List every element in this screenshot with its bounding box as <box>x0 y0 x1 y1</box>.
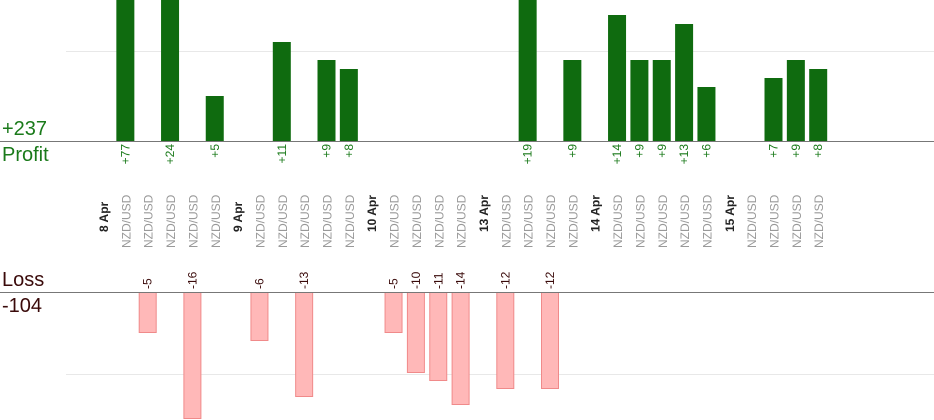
profit-bar <box>608 15 627 141</box>
loss-bar <box>183 292 202 419</box>
date-label: 15 Apr <box>723 195 737 232</box>
profit-value-label: +9 <box>655 144 669 158</box>
loss-bars <box>138 292 559 419</box>
profit-value-labels: +77 +24 +5 +11 +9 +8 +19 +9 +14 +9 +9 +13 +6 +7 +9 +8 <box>118 144 825 165</box>
loss-bar <box>295 292 314 397</box>
profit-value-label: +13 <box>677 144 691 165</box>
loss-total: -104 <box>2 295 43 317</box>
loss-value-labels: -5 -16 -6 -13 -5 -10 -11 -14 -12 -12 <box>141 271 557 289</box>
profit-bar <box>116 0 135 141</box>
profit-label: Profit <box>2 144 49 166</box>
pair-label: NZD/USD <box>611 194 625 248</box>
date-label: 8 Apr <box>97 201 111 232</box>
pair-label: NZD/USD <box>455 194 469 248</box>
pair-label: NZD/USD <box>276 194 290 248</box>
profit-bar <box>809 69 828 141</box>
profit-bar <box>764 78 783 141</box>
profit-bar <box>652 60 671 141</box>
loss-bar <box>250 292 269 341</box>
pair-label: NZD/USD <box>499 194 513 248</box>
date-labels: 8 Apr 9 Apr 10 Apr 13 Apr 14 Apr 15 Apr <box>97 195 737 232</box>
profit-value-label: +8 <box>342 144 356 158</box>
pair-label: NZD/USD <box>119 194 133 248</box>
pair-label: NZD/USD <box>186 194 200 248</box>
date-label: 13 Apr <box>477 195 491 232</box>
date-label: 10 Apr <box>365 195 379 232</box>
profit-value-label: +6 <box>699 144 713 158</box>
pair-label: NZD/USD <box>298 194 312 248</box>
profit-value-label: +77 <box>118 144 132 165</box>
pair-label: NZD/USD <box>678 194 692 248</box>
profit-bars <box>116 0 828 141</box>
loss-bar <box>541 292 559 389</box>
profit-value-label: +14 <box>610 144 624 165</box>
profit-bar <box>786 60 805 141</box>
pair-label: NZD/USD <box>790 194 804 248</box>
loss-value-label: -12 <box>543 271 557 289</box>
loss-value-label: -6 <box>252 278 266 289</box>
profit-bar <box>630 60 649 141</box>
pair-label: NZD/USD <box>566 194 580 248</box>
profit-value-label: +9 <box>789 144 803 158</box>
profit-bar <box>339 69 358 141</box>
loss-bar <box>496 292 515 389</box>
loss-bar <box>451 292 470 405</box>
profit-value-label: +9 <box>565 144 579 158</box>
loss-value-label: -16 <box>185 271 199 289</box>
pair-label: NZD/USD <box>209 194 223 248</box>
pair-label: NZD/USD <box>343 194 357 248</box>
profit-value-label: +11 <box>275 144 289 164</box>
profit-bar <box>161 0 180 141</box>
pair-labels: NZD/USD NZD/USD NZD/USD NZD/USD NZD/USD NZD/U… <box>119 194 826 248</box>
pair-label: NZD/USD <box>432 194 446 248</box>
loss-bar <box>138 292 157 333</box>
pair-label: NZD/USD <box>522 194 536 248</box>
pair-label: NZD/USD <box>633 194 647 248</box>
profit-bar <box>272 42 291 141</box>
profit-bar <box>205 96 224 141</box>
pair-label: NZD/USD <box>410 194 424 248</box>
profit-bar <box>518 0 537 141</box>
pair-label: NZD/USD <box>321 194 335 248</box>
loss-value-label: -14 <box>454 271 468 289</box>
loss-value-label: -11 <box>431 272 445 289</box>
date-label: 9 Apr <box>231 201 245 232</box>
pair-label: NZD/USD <box>745 194 759 248</box>
profit-value-label: +8 <box>811 144 825 158</box>
profit-value-label: +24 <box>163 144 177 165</box>
loss-value-label: -13 <box>297 271 311 289</box>
pair-label: NZD/USD <box>142 194 156 248</box>
profit-bar <box>697 87 716 141</box>
pair-label: NZD/USD <box>768 194 782 248</box>
loss-bar <box>429 292 448 381</box>
loss-value-label: -5 <box>141 278 155 289</box>
profit-bar <box>675 24 694 141</box>
profit-total: +237 <box>2 118 48 140</box>
pair-label: NZD/USD <box>812 194 826 248</box>
profit-value-label: +7 <box>767 144 781 158</box>
profit-bar <box>563 60 582 141</box>
profit-value-label: +5 <box>208 144 222 158</box>
pair-label: NZD/USD <box>164 194 178 248</box>
profit-value-label: +9 <box>632 144 646 158</box>
profit-value-label: +19 <box>521 144 535 165</box>
pair-label: NZD/USD <box>544 194 558 248</box>
loss-label: Loss <box>2 269 45 291</box>
profit-value-label: +9 <box>320 144 334 158</box>
pair-label: NZD/USD <box>388 194 402 248</box>
loss-value-label: -10 <box>409 271 423 289</box>
loss-value-label: -5 <box>387 278 401 289</box>
date-label: 14 Apr <box>589 195 603 232</box>
profit-bar <box>317 60 336 141</box>
pair-label: NZD/USD <box>656 194 670 248</box>
loss-value-label: -12 <box>498 271 512 289</box>
loss-bar <box>384 292 403 333</box>
pair-label: NZD/USD <box>253 194 267 248</box>
loss-bar <box>406 292 425 373</box>
pair-label: NZD/USD <box>700 194 714 248</box>
